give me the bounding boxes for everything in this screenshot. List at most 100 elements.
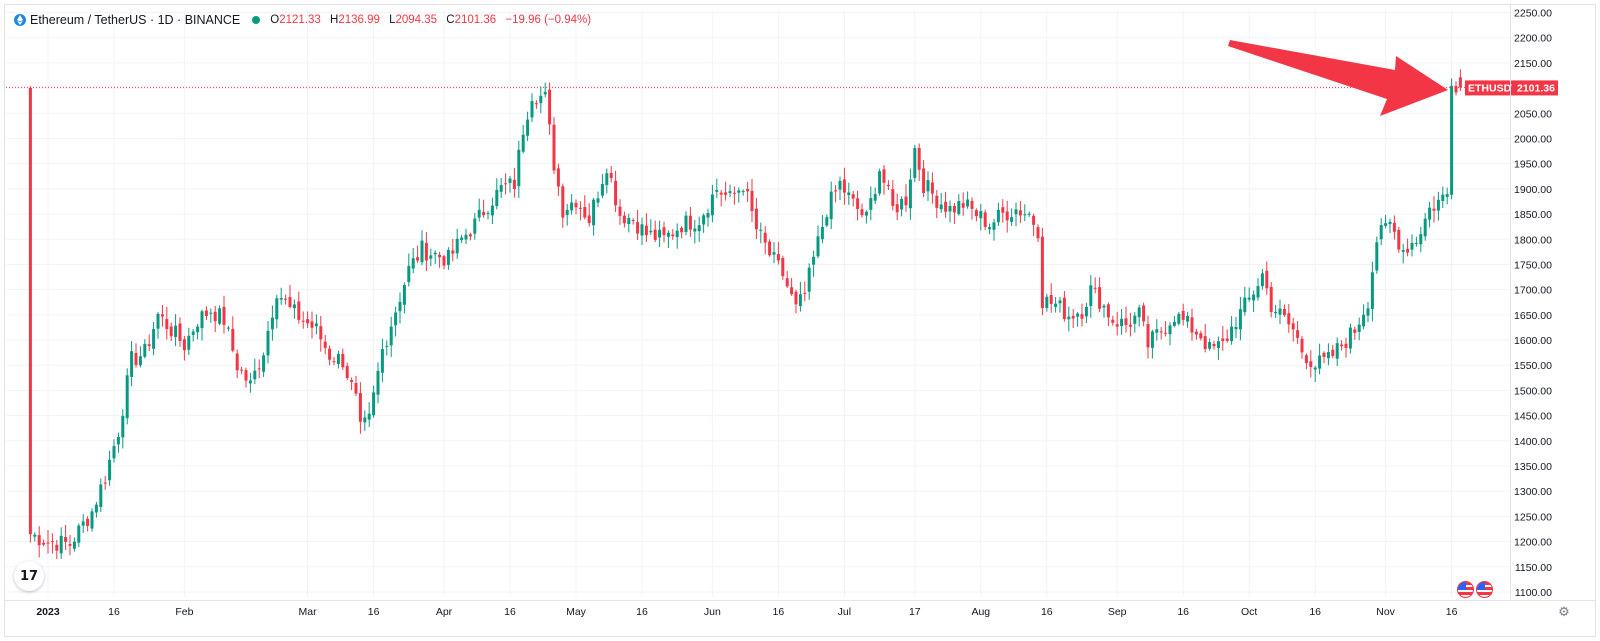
candle-body [741,191,745,193]
candle-body [671,234,675,237]
candle-body [451,250,455,254]
candle-body [1445,194,1449,197]
candle-body [446,250,450,265]
candle-body [1256,286,1260,298]
candle-body [1436,199,1440,211]
candle-body [389,326,393,346]
candle-body [970,200,974,209]
candle-body [332,361,336,363]
candle-body [420,240,424,263]
candle-body [856,198,860,209]
y-tick-label: 1400.00 [1514,436,1552,448]
y-tick-label: 2050.00 [1514,108,1552,120]
candle-body [1225,338,1229,341]
candle-body [693,228,697,232]
candle-body [891,189,895,206]
candle-body [1023,214,1027,216]
candle-body [807,267,811,292]
candle-body [385,345,389,347]
candle-body [424,242,428,261]
candle-body [178,323,182,342]
candle-body [394,312,398,326]
high-value: 2136.99 [338,14,380,26]
candle-body [878,171,882,194]
candle-body [1027,213,1031,215]
candle-body [266,330,270,356]
candle-body [1260,273,1264,287]
candle-body [842,179,846,193]
y-tick-label: 1700.00 [1514,285,1552,297]
candle-body [644,225,648,236]
candle-body [442,256,446,266]
candle-body [785,278,789,287]
y-tick-label: 2000.00 [1514,133,1552,145]
red-arrow-icon[interactable] [1228,40,1448,116]
logo-text: 17 [19,568,39,584]
candle-body [1370,272,1374,309]
candle-body [781,257,785,277]
candle-body [512,179,516,190]
candle-body [341,353,345,368]
candle-body [697,225,701,232]
x-tick-label: 16 [1446,606,1458,618]
candle-body [825,217,829,226]
economic-events[interactable] [1457,581,1493,598]
candle-body [112,446,116,459]
candle-body [886,184,890,187]
candle-body [1362,314,1366,327]
candle-body [1102,305,1106,308]
candle-body [1093,287,1097,289]
candle-body [169,326,173,337]
candle-body [1005,211,1009,221]
symbol-title[interactable]: Ethereum / TetherUS · 1D · BINANCE [30,13,241,27]
time-axis[interactable]: 2023 16 Feb Mar 16 Apr 16 May 16 Jun 16 Jul 17 Aug 16 S… [36,606,1457,618]
y-tick-label: 1550.00 [1514,360,1552,372]
candle-body [864,211,868,216]
candle-body [666,232,670,237]
us-flag-icon[interactable] [1476,581,1493,598]
symbol-header[interactable]: Ethereum / TetherUS · 1D · BINANCE O2121… [14,12,597,28]
candle-body [961,203,965,208]
candle-body [402,284,406,305]
candle-body [438,254,442,258]
candle-body [904,196,908,206]
close-label: C [446,14,455,26]
price-axis[interactable]: 2250.002200.002150.002100.002050.002000.… [1514,8,1552,599]
candle-body [1194,331,1198,335]
candle-body [1216,341,1220,349]
candle-body [1080,314,1084,319]
x-tick-label: Jul [838,606,851,618]
price-value: 2101.36 [1517,82,1555,94]
candle-body [1089,285,1093,307]
candle-body [631,220,635,222]
gear-icon[interactable]: ⚙ [1558,604,1570,619]
candle-body [688,215,692,230]
candle-body [253,370,257,380]
candle-body [702,215,706,225]
ethereum-icon [14,14,26,26]
candle-body [1454,85,1458,93]
candle-body [174,325,178,337]
y-tick-label: 1300.00 [1514,486,1552,498]
candle-body [1419,234,1423,245]
candle-body [1203,336,1207,350]
candle-body [776,254,780,261]
candle-body [323,341,327,348]
ticker-label: ETHUSDT [1468,82,1518,94]
annotation-arrow[interactable] [1228,40,1448,116]
us-flag-icon[interactable] [1457,581,1474,598]
candle-body [213,311,217,322]
candle-body [1071,315,1075,319]
candle-body [130,351,134,377]
candle-body [1146,323,1150,348]
candle-body [191,331,195,335]
candle-body [754,208,758,230]
candle-body [1142,305,1146,322]
tradingview-logo-icon[interactable]: 17 [14,561,44,591]
candle-body [50,541,54,543]
candle-body [1199,333,1203,339]
y-tick-label: 1800.00 [1514,234,1552,246]
candle-body [1168,325,1172,335]
candle-body [28,87,32,535]
